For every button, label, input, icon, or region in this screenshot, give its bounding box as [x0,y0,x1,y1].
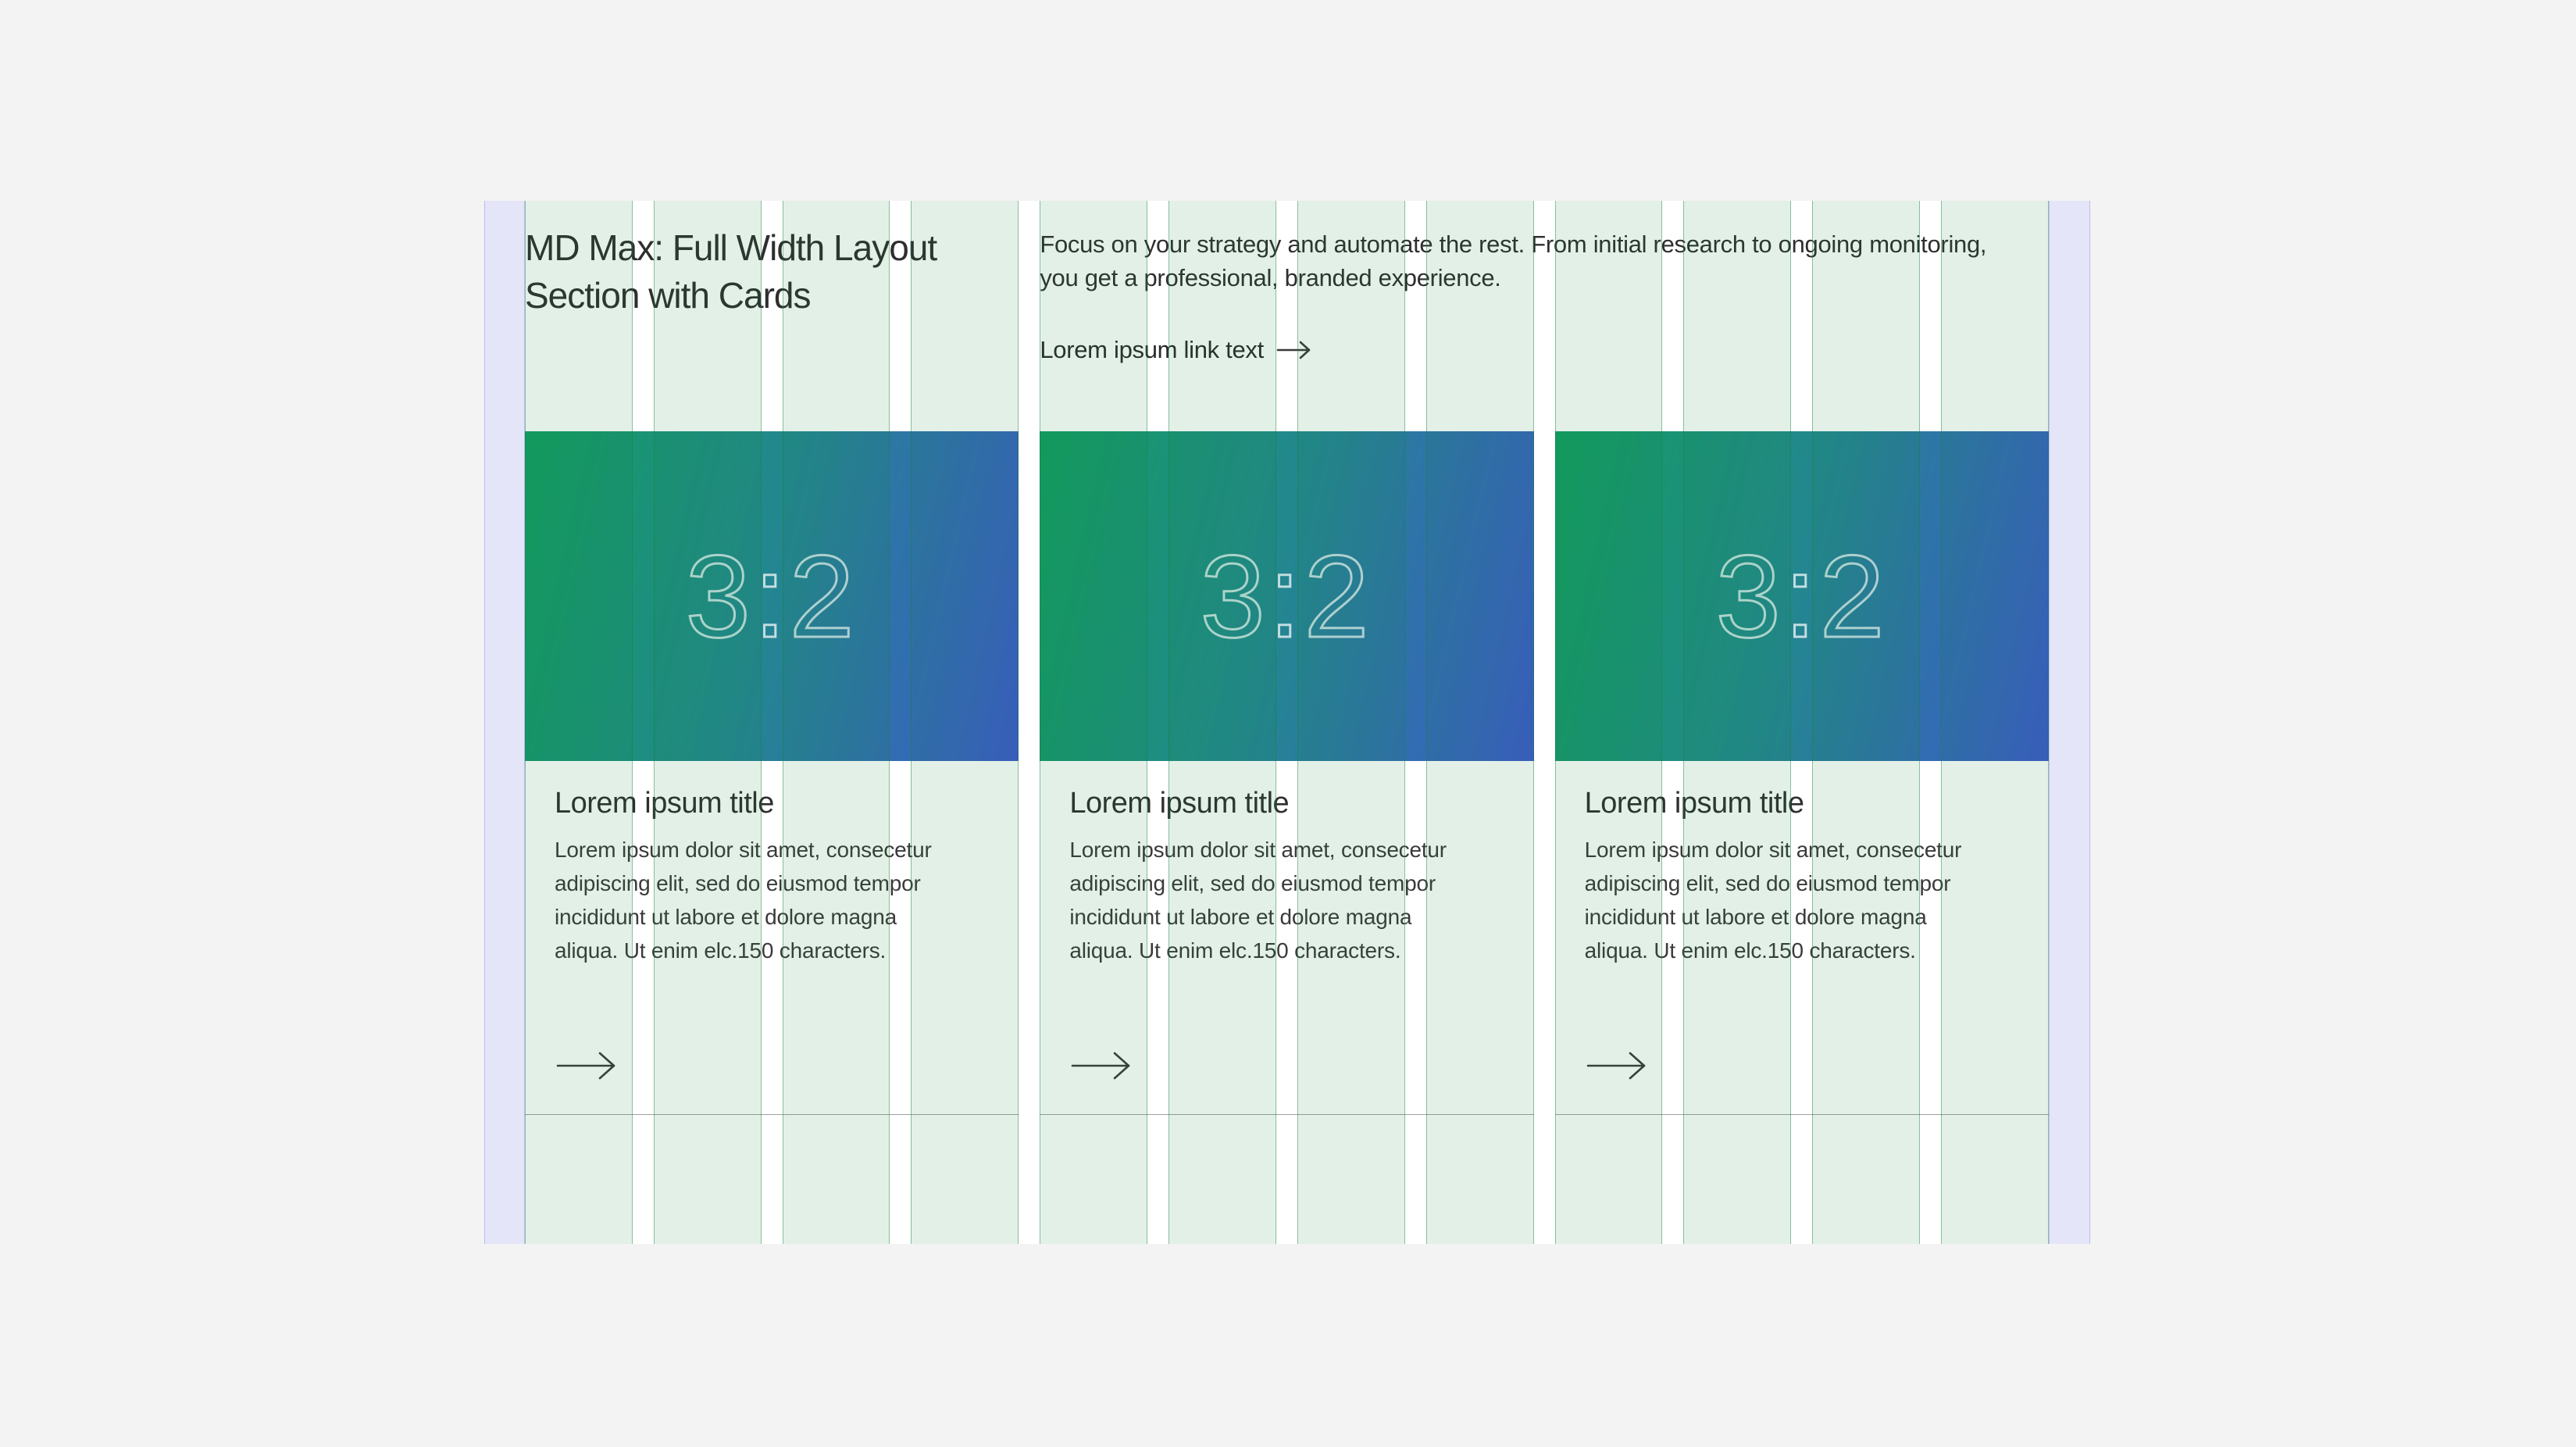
ratio-label: 3:2 [686,531,858,662]
card-title: Lorem ipsum title [1584,787,1804,820]
card-body: Lorem ipsum title Lorem ipsum dolor sit … [525,761,1019,1115]
section-heading: MD Max: Full Width Layout Section with C… [525,227,937,316]
section-link[interactable]: Lorem ipsum link text [1040,335,1312,365]
section-intro: Focus on your strategy and automate the … [1040,230,1987,291]
aspect-ratio-image: 3:2 [1714,529,1887,663]
card-title: Lorem ipsum title [555,787,774,820]
card-title: Lorem ipsum title [1069,787,1290,820]
card-description: Lorem ipsum dolor sit amet, consecetur a… [555,838,932,963]
section-header-right: Focus on your strategy and automate the … [1040,224,2049,365]
card-arrow-button[interactable] [1069,1047,1135,1084]
grid-region: MD Max: Full Width Layout Section with C… [525,201,2049,1244]
card-description: Lorem ipsum dolor sit amet, consecetur a… [1584,838,1962,963]
grid-margin-right [2049,201,2090,1244]
aspect-ratio-image: 3:2 [1199,529,1372,663]
card-arrow-button[interactable] [1585,1047,1650,1084]
section-content: MD Max: Full Width Layout Section with C… [525,201,2049,1115]
aspect-ratio-image: 3:2 [684,529,858,663]
card-image-placeholder: 3:2 [1040,431,1534,761]
card-image-placeholder: 3:2 [1554,431,2049,761]
cards-row: 3:2 Lorem ipsum title Lorem ipsum dolor … [525,431,2049,1115]
card-image-placeholder: 3:2 [525,431,1019,761]
section-link-label: Lorem ipsum link text [1040,336,1264,363]
card-arrow-button[interactable] [555,1047,620,1084]
arrow-right-icon [556,1052,615,1080]
design-canvas: MD Max: Full Width Layout Section with C… [484,201,2090,1244]
ratio-label: 3:2 [1715,531,1887,662]
arrow-right-icon [1072,1052,1130,1080]
card[interactable]: 3:2 Lorem ipsum title Lorem ipsum dolor … [1554,431,2049,1115]
card-body: Lorem ipsum title Lorem ipsum dolor sit … [1040,761,1534,1115]
grid-margin-left [484,201,525,1244]
card-description: Lorem ipsum dolor sit amet, consecetur a… [1069,838,1447,963]
arrow-right-icon [1276,341,1311,359]
card[interactable]: 3:2 Lorem ipsum title Lorem ipsum dolor … [1040,431,1534,1115]
card-body: Lorem ipsum title Lorem ipsum dolor sit … [1554,761,2049,1115]
arrow-right-icon [1586,1052,1645,1080]
card[interactable]: 3:2 Lorem ipsum title Lorem ipsum dolor … [525,431,1019,1115]
ratio-label: 3:2 [1201,531,1372,662]
